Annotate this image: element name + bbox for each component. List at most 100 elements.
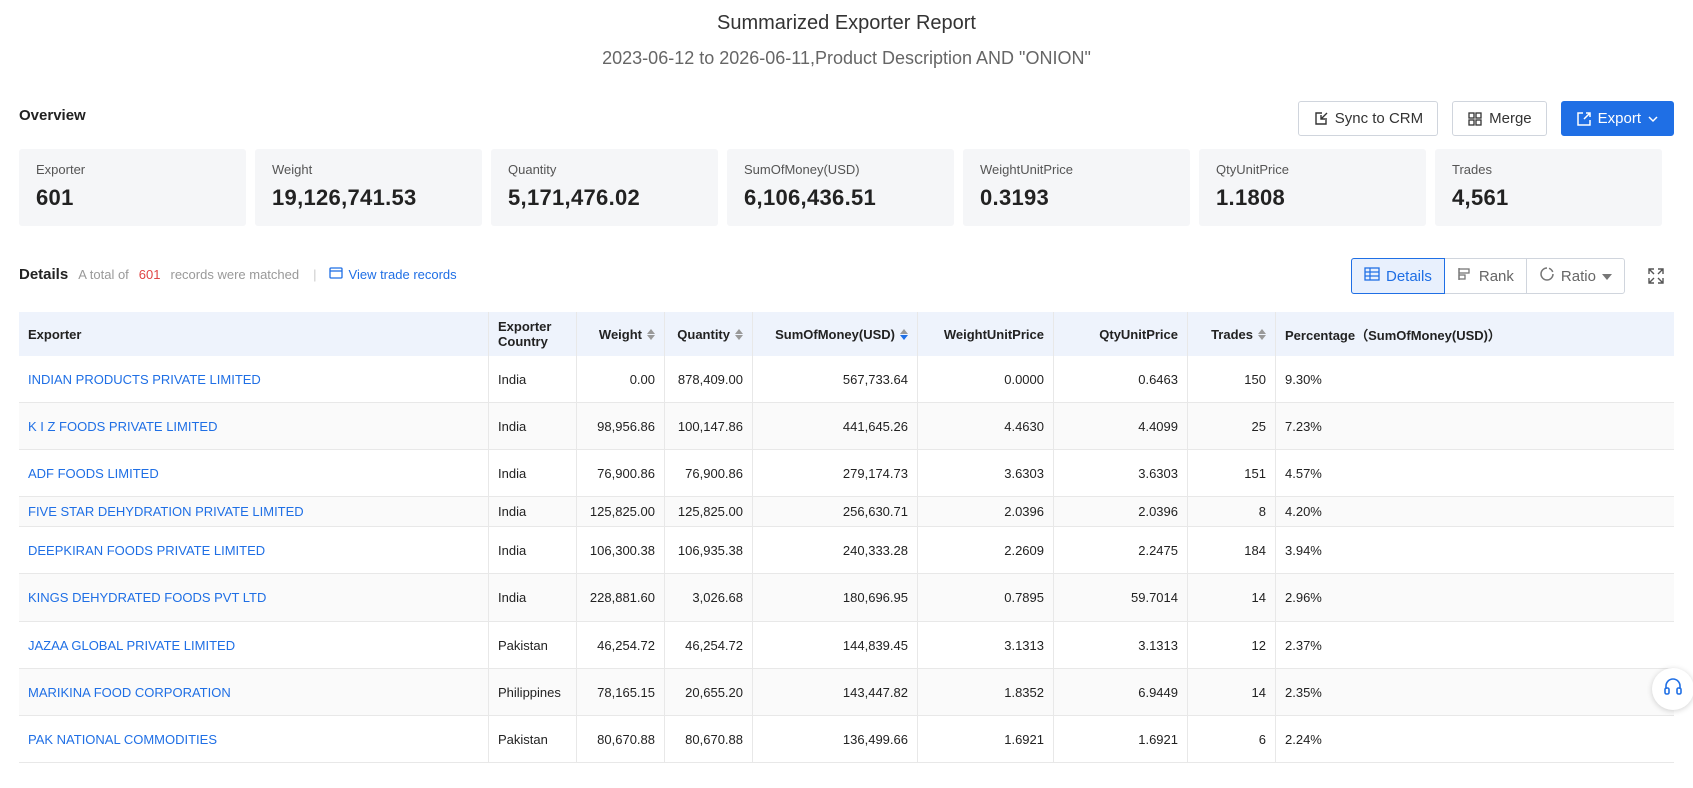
exporter-link[interactable]: KINGS DEHYDRATED FOODS PVT LTD (19, 574, 489, 621)
fullscreen-icon[interactable] (1646, 266, 1666, 291)
exporter-link[interactable]: INDIAN PRODUCTS PRIVATE LIMITED (19, 356, 489, 402)
table-row: INDIAN PRODUCTS PRIVATE LIMITED India 0.00… (19, 356, 1674, 403)
stat-weight: Weight 19,126,741.53 (255, 149, 482, 226)
cell-qty-unit-price: 4.4099 (1054, 403, 1188, 449)
exporter-link[interactable]: JAZAA GLOBAL PRIVATE LIMITED (19, 622, 489, 668)
cell-weight-unit-price: 1.8352 (918, 669, 1054, 715)
exporter-link[interactable]: K I Z FOODS PRIVATE LIMITED (19, 403, 489, 449)
cell-trades: 14 (1188, 669, 1276, 715)
details-bar: Details A total of 601 records were matc… (19, 266, 457, 283)
cell-sum-of-money: 441,645.26 (753, 403, 918, 449)
col-label: Exporter (28, 326, 82, 342)
cell-qty-unit-price: 3.6303 (1054, 450, 1188, 496)
cell-weight: 80,670.88 (577, 716, 665, 762)
cell-weight-unit-price: 3.6303 (918, 450, 1054, 496)
stat-value: 601 (36, 185, 74, 210)
cell-quantity: 100,147.86 (665, 403, 753, 449)
overview-label: Overview (19, 107, 86, 124)
chevron-down-icon (1647, 113, 1659, 125)
cell-country: Philippines (489, 669, 577, 715)
customer-support-button[interactable] (1652, 668, 1693, 710)
cell-sum-of-money: 256,630.71 (753, 497, 918, 526)
cell-quantity: 106,935.38 (665, 527, 753, 573)
cell-weight: 78,165.15 (577, 669, 665, 715)
cell-weight: 106,300.38 (577, 527, 665, 573)
stat-label: SumOfMoney(USD) (744, 162, 860, 177)
view-trade-records-label: View trade records (348, 267, 457, 282)
stat-value: 19,126,741.53 (272, 185, 417, 210)
col-label: Exporter Country (498, 319, 552, 349)
cell-trades: 151 (1188, 450, 1276, 496)
exporter-link[interactable]: FIVE STAR DEHYDRATION PRIVATE LIMITED (19, 497, 489, 526)
table-body: INDIAN PRODUCTS PRIVATE LIMITED India 0.00… (19, 356, 1674, 763)
exporter-link[interactable]: DEEPKIRAN FOODS PRIVATE LIMITED (19, 527, 489, 573)
cell-weight-unit-price: 0.0000 (918, 356, 1054, 402)
cell-quantity: 878,409.00 (665, 356, 753, 402)
view-trade-records-link[interactable]: View trade records (328, 267, 457, 282)
cell-sum-of-money: 180,696.95 (753, 574, 918, 621)
cell-quantity: 46,254.72 (665, 622, 753, 668)
stat-quantity: Quantity 5,171,476.02 (491, 149, 718, 226)
tab-details[interactable]: Details (1351, 258, 1445, 294)
cell-quantity: 125,825.00 (665, 497, 753, 526)
exporter-link[interactable]: MARIKINA FOOD CORPORATION (19, 669, 489, 715)
report-title: Summarized Exporter Report (717, 12, 976, 34)
cell-country: India (489, 574, 577, 621)
table-row: FIVE STAR DEHYDRATION PRIVATE LIMITED Ind… (19, 497, 1674, 527)
table-row: MARIKINA FOOD CORPORATION Philippines 78,1… (19, 669, 1674, 716)
sync-to-crm-button[interactable]: Sync to CRM (1297, 101, 1439, 136)
cell-percentage: 9.30% (1285, 371, 1322, 387)
card-icon (328, 267, 343, 282)
col-quantity[interactable]: Quantity (665, 312, 753, 356)
col-label: WeightUnitPrice (943, 326, 1044, 342)
cell-weight-unit-price: 0.7895 (918, 574, 1054, 621)
col-exporter: Exporter (19, 312, 489, 356)
table-row: ADF FOODS LIMITED India 76,900.86 76,900.86… (19, 450, 1674, 497)
merge-button[interactable]: Merge (1452, 101, 1547, 136)
col-weight-unit-price: WeightUnitPrice (918, 312, 1054, 356)
cell-trades: 25 (1188, 403, 1276, 449)
cell-trades: 14 (1188, 574, 1276, 621)
export-icon (1576, 111, 1592, 127)
cell-qty-unit-price: 59.7014 (1054, 574, 1188, 621)
cell-trades: 8 (1188, 497, 1276, 526)
cell-weight: 98,956.86 (577, 403, 665, 449)
cell-country: India (489, 527, 577, 573)
cell-percentage: 7.23% (1285, 418, 1322, 434)
tab-rank[interactable]: Rank (1445, 259, 1527, 293)
cell-percentage: 4.57% (1285, 465, 1322, 481)
cell-percentage: 2.35% (1285, 684, 1322, 700)
sort-icon (647, 328, 655, 340)
col-country: Exporter Country (489, 312, 577, 356)
total-suffix: records were matched (170, 267, 300, 282)
col-sum-of-money[interactable]: SumOfMoney(USD) (753, 312, 918, 356)
stat-qty-unit-price: QtyUnitPrice 1.1808 (1199, 149, 1426, 226)
stat-exporter: Exporter 601 (19, 149, 246, 226)
tab-rank-label: Rank (1478, 267, 1514, 285)
cell-weight: 228,881.60 (577, 574, 665, 621)
stat-label: Trades (1452, 162, 1492, 177)
cell-percentage: 2.96% (1285, 590, 1322, 605)
cell-weight-unit-price: 1.6921 (918, 716, 1054, 762)
sync-to-crm-label: Sync to CRM (1334, 110, 1424, 127)
cell-trades: 6 (1188, 716, 1276, 762)
cell-sum-of-money: 136,499.66 (753, 716, 918, 762)
overview-stats: Exporter 601 Weight 19,126,741.53 Quanti… (19, 149, 1662, 226)
cell-weight-unit-price: 3.1313 (918, 622, 1054, 668)
col-label: Weight (598, 326, 642, 342)
sort-icon (735, 328, 743, 340)
export-button[interactable]: Export (1560, 101, 1674, 136)
col-trades[interactable]: Trades (1188, 312, 1276, 356)
cell-trades: 184 (1188, 527, 1276, 573)
table-header: Exporter Exporter Country Weight Quantit… (19, 312, 1674, 356)
exporter-link[interactable]: PAK NATIONAL COMMODITIES (19, 716, 489, 762)
cell-weight: 76,900.86 (577, 450, 665, 496)
table-icon (1364, 267, 1380, 285)
col-label: Percentage（SumOfMoney(USD)） (1285, 327, 1501, 343)
tab-ratio[interactable]: Ratio (1527, 259, 1624, 293)
cell-weight-unit-price: 4.4630 (918, 403, 1054, 449)
cell-qty-unit-price: 3.1313 (1054, 622, 1188, 668)
col-weight[interactable]: Weight (577, 312, 665, 356)
divider: | (313, 267, 317, 282)
exporter-link[interactable]: ADF FOODS LIMITED (19, 450, 489, 496)
